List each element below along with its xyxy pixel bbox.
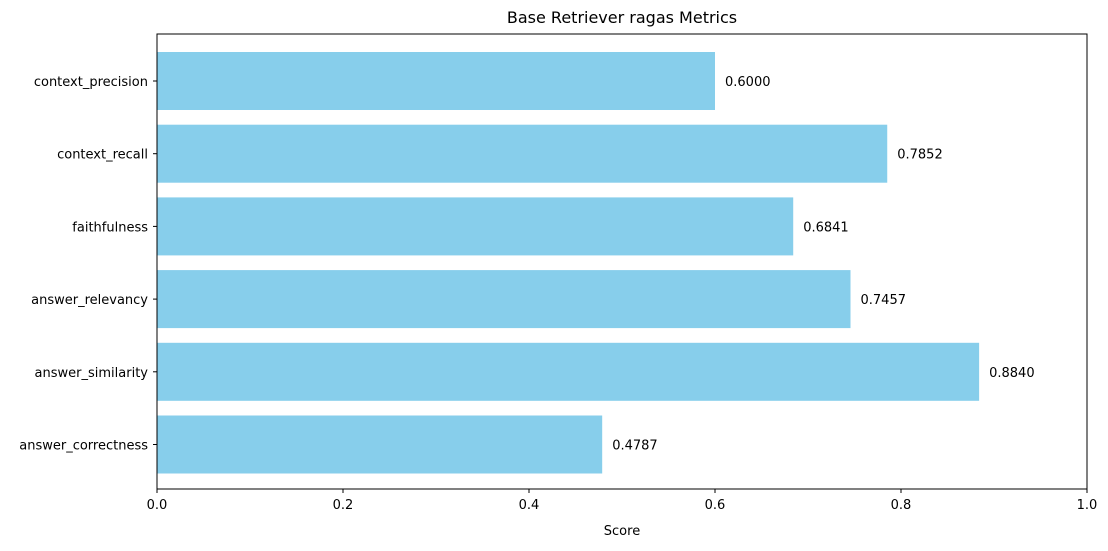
x-tick-label: 0.4 [519, 498, 540, 513]
x-tick-label: 0.2 [333, 498, 354, 513]
bar-faithfulness [157, 197, 794, 256]
y-tick-label-answer_relevancy: answer_relevancy [31, 293, 148, 308]
y-tick-label-answer_correctness: answer_correctness [19, 439, 148, 454]
value-label-faithfulness: 0.6841 [803, 220, 849, 235]
plot-frame [156, 33, 1088, 490]
value-label-context_precision: 0.6000 [725, 75, 771, 90]
value-label-answer_relevancy: 0.7457 [861, 293, 907, 308]
y-tick-label-answer_similarity: answer_similarity [35, 366, 149, 381]
bars-layer: 0.6000 0.7852 0.6841 0.7457 0.8840 0.4787 [157, 52, 1035, 474]
bar-context_precision [157, 52, 715, 110]
x-tick-label: 0.0 [147, 498, 168, 513]
bar-context_recall [157, 124, 888, 183]
x-axis: 0.0 0.2 0.4 0.6 0.8 1.0 [147, 489, 1098, 513]
bar-answer_similarity [157, 342, 980, 401]
bar-answer_correctness [157, 415, 603, 474]
value-label-answer_similarity: 0.8840 [989, 366, 1035, 381]
y-tick-label-context_precision: context_precision [34, 75, 148, 90]
bar-answer_relevancy [157, 270, 851, 329]
x-tick-label: 1.0 [1077, 498, 1098, 513]
chart-title: Base Retriever ragas Metrics [507, 8, 737, 27]
x-axis-label: Score [604, 524, 640, 539]
y-tick-label-faithfulness: faithfulness [72, 220, 148, 235]
x-tick-label: 0.6 [705, 498, 726, 513]
y-axis: context_precision context_recall faithfuln… [19, 75, 157, 454]
x-tick-label: 0.8 [891, 498, 912, 513]
value-label-answer_correctness: 0.4787 [612, 439, 658, 454]
y-tick-label-context_recall: context_recall [57, 148, 148, 163]
value-label-context_recall: 0.7852 [897, 148, 943, 163]
